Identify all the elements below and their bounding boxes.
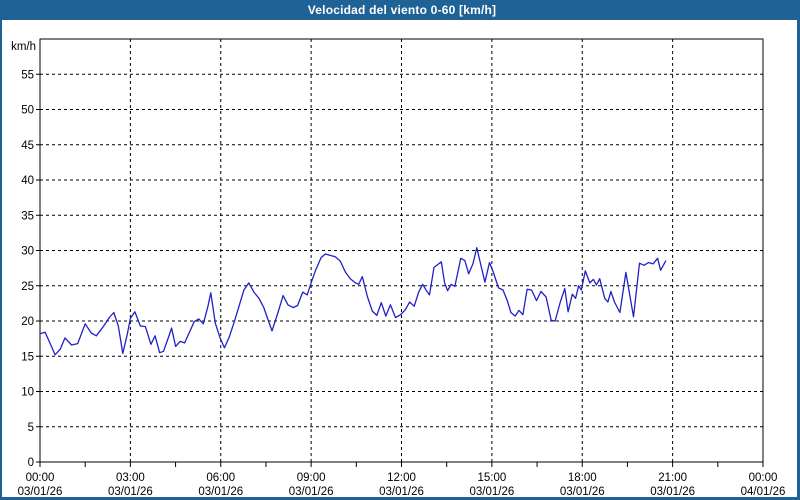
chart-container: 0 5 10 15 20 25 30 35 40 45 50 55 km/h 00:00 03/01/26 0…: [2, 20, 797, 498]
y-axis-unit-label: km/h: [11, 41, 36, 53]
window-title: Velocidad del viento 0-60 [km/h]: [307, 3, 497, 17]
x-tick-time-label: 15:00: [477, 472, 506, 484]
window-titlebar: Velocidad del viento 0-60 [km/h]: [2, 0, 797, 20]
x-tick-time-label: 03:00: [116, 472, 145, 484]
x-tick-date-label: 03/01/26: [198, 486, 243, 498]
x-tick-time-label: 12:00: [387, 472, 416, 484]
x-tick-date-label: 03/01/26: [560, 486, 605, 498]
x-tick-time-label: 09:00: [297, 472, 326, 484]
x-tick-time-label: 06:00: [206, 472, 235, 484]
axis-ticks: [36, 73, 764, 467]
y-tick-label: 10: [21, 387, 34, 399]
y-tick-label: 15: [21, 351, 34, 363]
x-tick-date-label: 03/01/26: [469, 486, 514, 498]
y-tick-label: 30: [21, 246, 34, 258]
x-tick-date-label: 03/01/26: [108, 486, 153, 498]
x-axis-labels: 00:00 03/01/26 03:00 03/01/26 06:00 03/01/26 0…: [18, 472, 786, 498]
y-tick-label: 40: [21, 175, 34, 187]
y-tick-label: 50: [21, 105, 34, 117]
y-tick-label: 0: [28, 457, 34, 469]
x-tick-date-label: 04/01/26: [741, 486, 786, 498]
y-tick-label: 20: [21, 316, 34, 328]
x-tick-time-label: 18:00: [568, 472, 597, 484]
y-tick-label: 35: [21, 210, 34, 222]
x-tick-time-label: 00:00: [749, 472, 778, 484]
y-tick-label: 45: [21, 140, 34, 152]
x-tick-date-label: 03/01/26: [289, 486, 334, 498]
x-tick-date-label: 03/01/26: [18, 486, 63, 498]
x-tick-date-label: 03/01/26: [650, 486, 695, 498]
y-axis-labels: 0 5 10 15 20 25 30 35 40 45 50 55: [21, 69, 34, 469]
gridlines: [40, 39, 763, 462]
wind-speed-line: [39, 247, 667, 356]
x-tick-time-label: 00:00: [26, 472, 55, 484]
x-tick-date-label: 03/01/26: [379, 486, 424, 498]
wind-speed-chart: 0510152025303540455055km/h00:0003/01/260…: [11, 38, 786, 498]
x-tick-time-label: 21:00: [658, 472, 687, 484]
y-tick-label: 5: [28, 422, 34, 434]
y-tick-label: 55: [21, 69, 34, 81]
y-tick-label: 25: [21, 281, 34, 293]
